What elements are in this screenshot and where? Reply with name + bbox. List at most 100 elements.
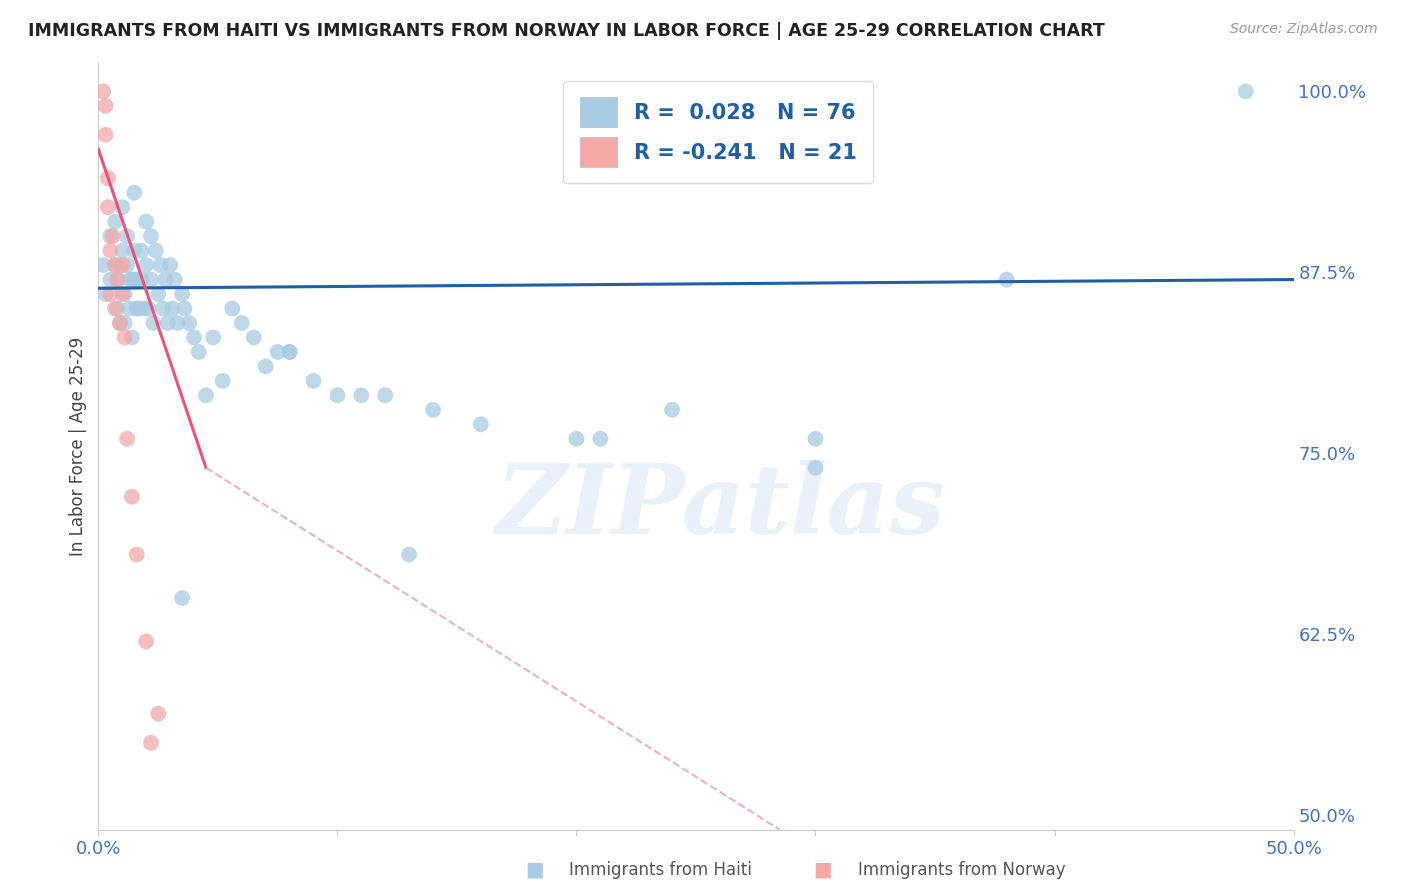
Point <box>398 548 420 562</box>
Point <box>124 244 146 258</box>
Point <box>156 316 179 330</box>
Point <box>135 258 157 272</box>
Text: Immigrants from Haiti: Immigrants from Haiti <box>569 861 752 879</box>
Point <box>107 272 129 286</box>
Point <box>135 634 157 648</box>
Point <box>187 345 209 359</box>
Point <box>211 374 233 388</box>
Point <box>124 186 146 200</box>
Point <box>91 84 114 98</box>
Point <box>179 316 201 330</box>
Point <box>128 301 150 316</box>
Point <box>166 316 188 330</box>
Point <box>111 287 134 301</box>
Point <box>172 591 194 605</box>
Point <box>243 330 266 344</box>
Point <box>98 287 122 301</box>
Point <box>422 402 444 417</box>
Point <box>163 272 186 286</box>
Point <box>148 706 170 721</box>
Point <box>145 244 167 258</box>
Point <box>139 229 162 244</box>
Point <box>172 287 194 301</box>
Point <box>114 316 136 330</box>
Point <box>804 432 827 446</box>
Point <box>159 258 181 272</box>
Point <box>107 272 129 286</box>
Point <box>111 244 134 258</box>
Point <box>350 388 373 402</box>
Point <box>135 214 157 228</box>
Point <box>97 200 120 214</box>
Point <box>195 388 218 402</box>
Point <box>132 301 155 316</box>
Y-axis label: In Labor Force | Age 25-29: In Labor Force | Age 25-29 <box>69 336 87 556</box>
Point <box>101 229 124 244</box>
Point <box>326 388 349 402</box>
Point <box>121 490 143 504</box>
Text: Immigrants from Norway: Immigrants from Norway <box>858 861 1066 879</box>
Point <box>221 301 243 316</box>
Text: ZIPatlas: ZIPatlas <box>495 460 945 554</box>
Point <box>139 272 162 286</box>
Point <box>118 301 141 316</box>
Point <box>121 330 143 344</box>
Point <box>108 316 131 330</box>
Point <box>114 287 136 301</box>
Point <box>152 301 174 316</box>
Point <box>108 316 131 330</box>
Point <box>115 258 138 272</box>
Point <box>125 301 148 316</box>
Point <box>661 402 683 417</box>
Point <box>125 272 148 286</box>
Point <box>107 301 129 316</box>
Point <box>162 301 184 316</box>
Point <box>139 736 162 750</box>
Text: IMMIGRANTS FROM HAITI VS IMMIGRANTS FROM NORWAY IN LABOR FORCE | AGE 25-29 CORRE: IMMIGRANTS FROM HAITI VS IMMIGRANTS FROM… <box>28 22 1105 40</box>
Text: Source: ZipAtlas.com: Source: ZipAtlas.com <box>1230 22 1378 37</box>
Point <box>111 258 134 272</box>
Point <box>104 301 127 316</box>
Point <box>1234 84 1257 98</box>
Point <box>142 316 165 330</box>
Point <box>125 548 148 562</box>
Point <box>278 345 301 359</box>
Point <box>94 128 117 142</box>
Point <box>131 272 153 286</box>
Point <box>98 229 122 244</box>
Point <box>94 99 117 113</box>
Point <box>470 417 492 432</box>
Point <box>91 258 114 272</box>
Point <box>804 460 827 475</box>
Text: ▪: ▪ <box>524 855 544 884</box>
Point <box>104 214 127 228</box>
Point <box>131 244 153 258</box>
Point <box>254 359 277 374</box>
Text: ▪: ▪ <box>813 855 832 884</box>
Point <box>267 345 290 359</box>
Legend: R =  0.028   N = 76, R = -0.241   N = 21: R = 0.028 N = 76, R = -0.241 N = 21 <box>562 80 873 183</box>
Point <box>302 374 325 388</box>
Point <box>138 301 160 316</box>
Point <box>115 229 138 244</box>
Point <box>202 330 225 344</box>
Point <box>115 432 138 446</box>
Point <box>124 272 146 286</box>
Point <box>121 272 143 286</box>
Point <box>98 272 122 286</box>
Point <box>374 388 396 402</box>
Point <box>565 432 588 446</box>
Point <box>114 330 136 344</box>
Point <box>995 272 1018 286</box>
Point <box>118 272 141 286</box>
Point <box>148 287 170 301</box>
Point <box>183 330 205 344</box>
Point <box>231 316 253 330</box>
Point <box>278 345 301 359</box>
Point <box>155 272 177 286</box>
Point <box>589 432 612 446</box>
Point <box>104 258 127 272</box>
Point <box>173 301 195 316</box>
Point <box>111 200 134 214</box>
Point <box>111 258 134 272</box>
